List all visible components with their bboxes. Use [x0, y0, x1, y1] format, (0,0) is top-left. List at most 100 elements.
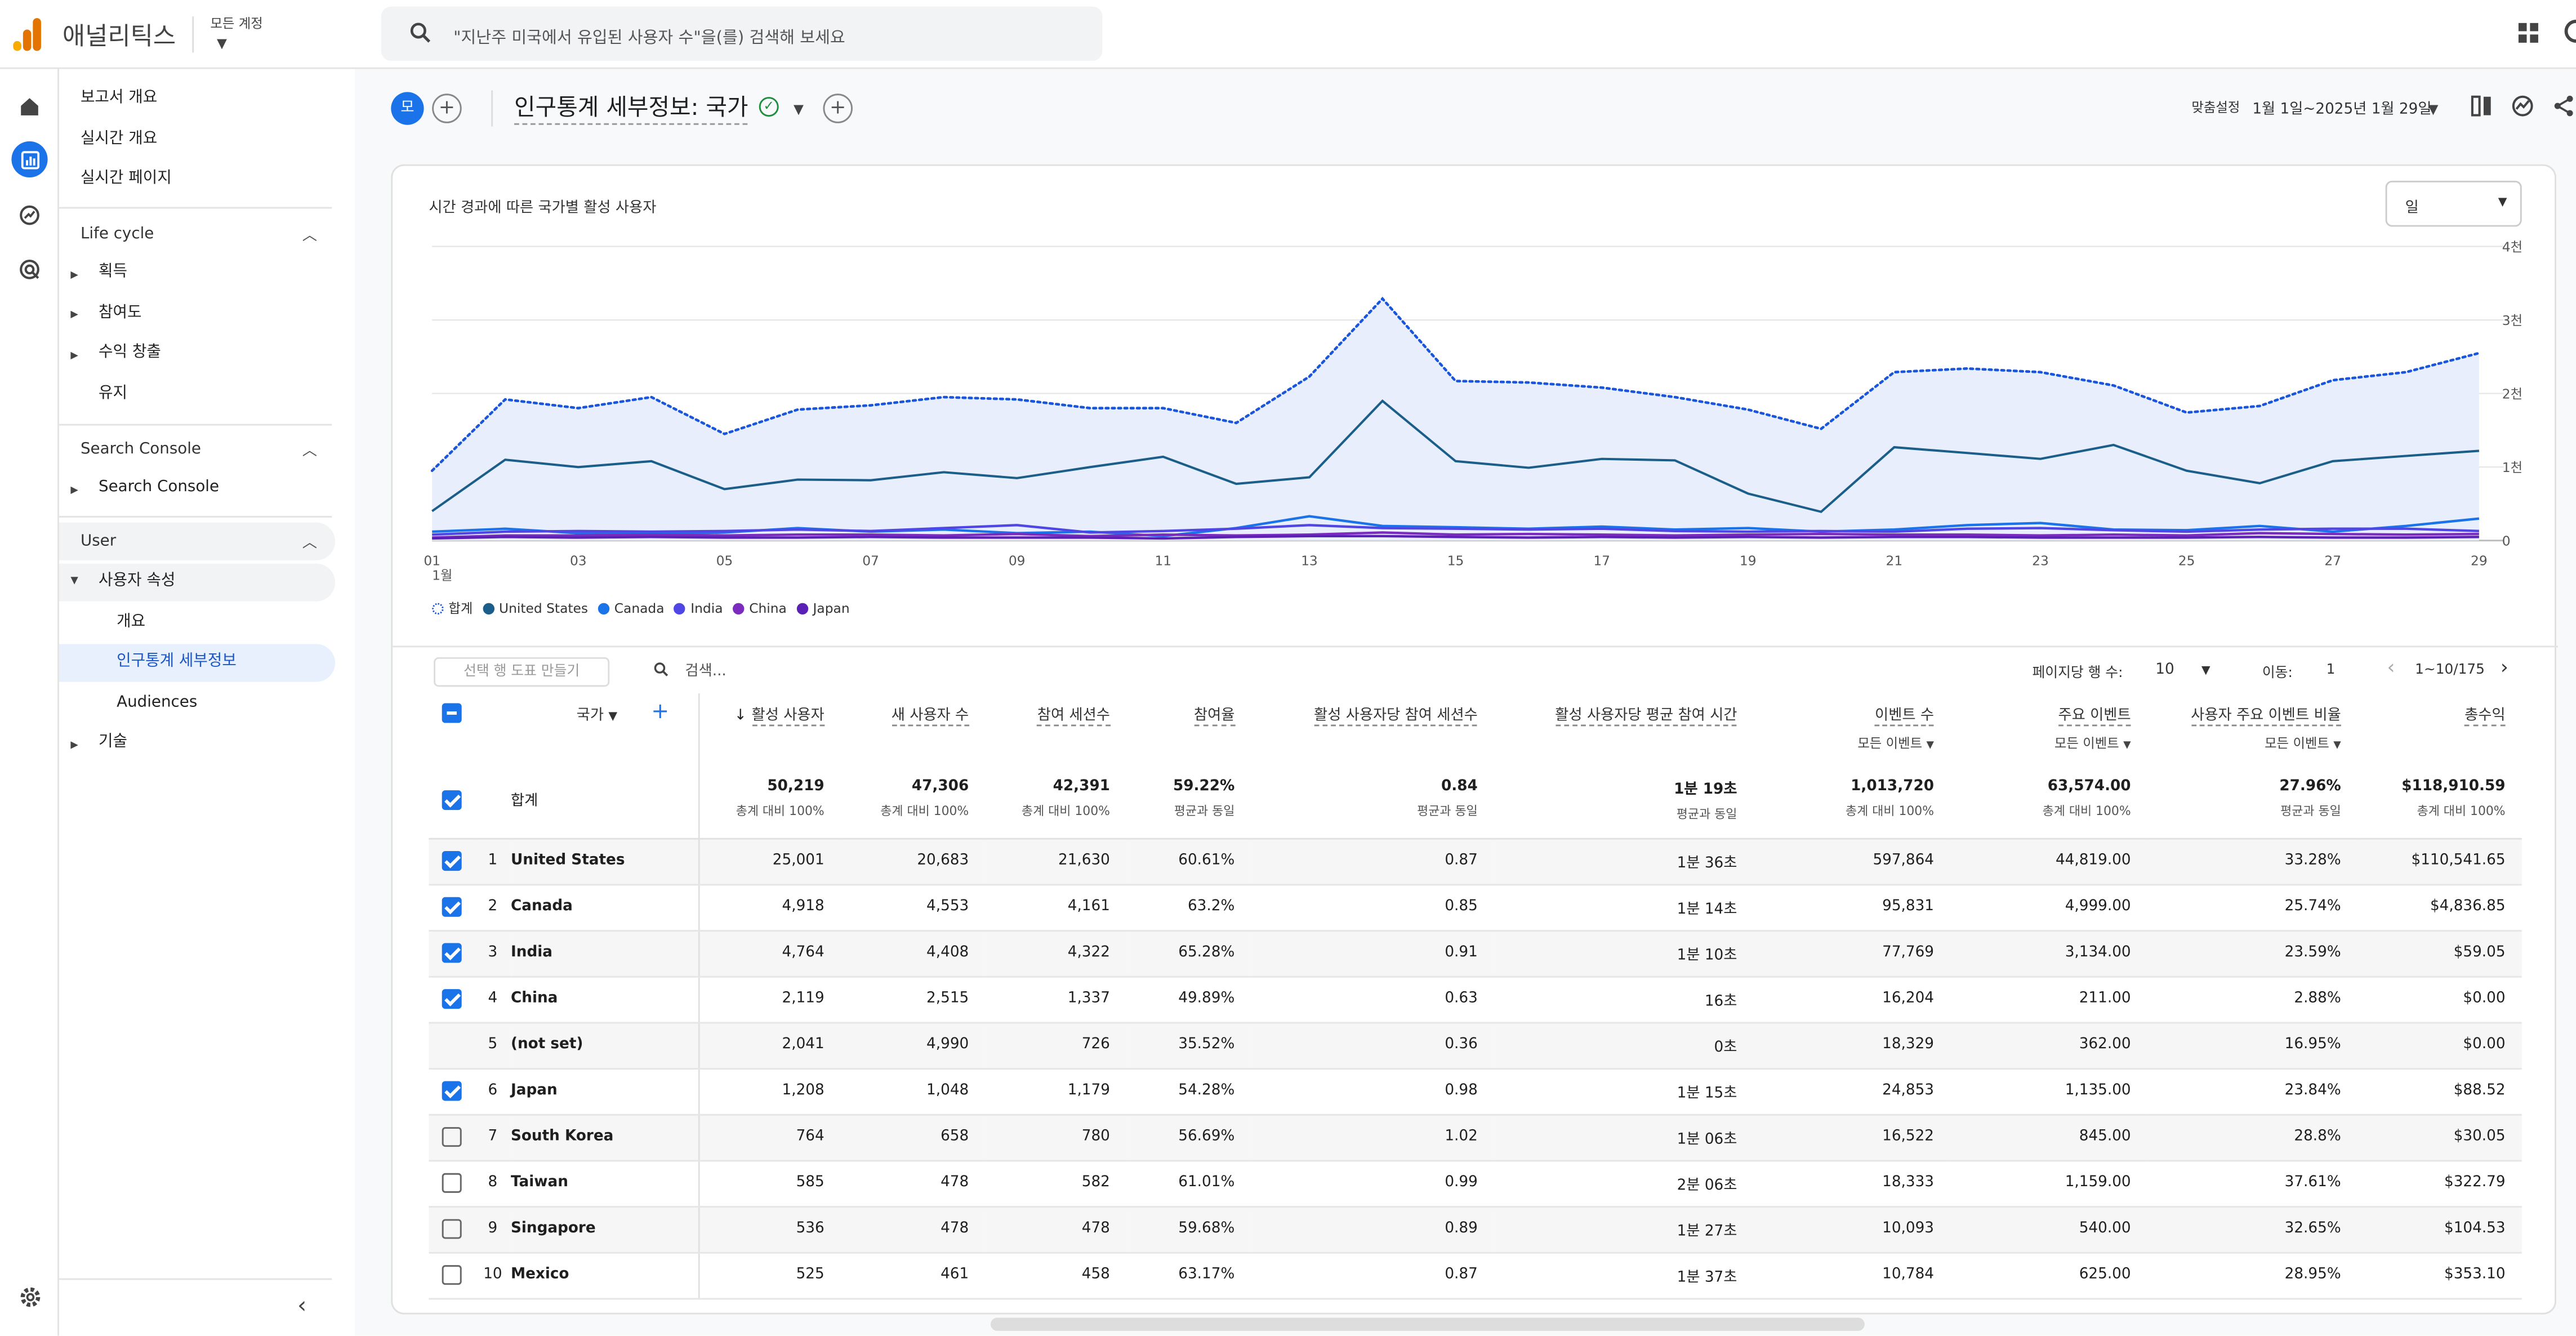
country-cell[interactable]: Mexico — [510, 1252, 701, 1299]
sidebar-item-retention[interactable]: 유지 — [99, 384, 128, 403]
column-header[interactable]: 총수익 — [2357, 693, 2522, 763]
column-header[interactable]: 활성 사용자당 참여 세션수 — [1251, 693, 1494, 763]
event-filter-dropdown[interactable]: 모든 이벤트 ▼ — [1754, 734, 1934, 752]
event-filter-dropdown[interactable]: 모든 이벤트 ▼ — [1950, 734, 2131, 752]
sidebar-item-engagement[interactable]: 참여도 — [99, 304, 142, 322]
home-icon[interactable] — [11, 89, 47, 125]
table-row[interactable]: 10 Mexico 525 461 458 63.17% 0.87 1분 37초 10,784 6… — [429, 1252, 2522, 1299]
table-search[interactable]: 검색... — [652, 659, 727, 680]
section-lifecycle[interactable]: Life cycle — [80, 225, 154, 243]
analytics-logo[interactable] — [13, 18, 43, 51]
avatar[interactable] — [2564, 20, 2576, 43]
column-header[interactable]: 이벤트 수 모든 이벤트 ▼ — [1754, 693, 1951, 763]
chevron-down-icon[interactable]: ▼ — [2201, 663, 2210, 677]
explore-icon[interactable] — [11, 197, 47, 233]
chevron-down-icon[interactable]: ▼ — [2428, 101, 2439, 117]
sidebar-item-audiences[interactable]: Audiences — [117, 693, 198, 712]
country-cell[interactable]: India — [510, 930, 701, 977]
row-checkbox[interactable] — [442, 989, 462, 1009]
country-cell[interactable]: China — [510, 976, 701, 1023]
legend-item[interactable]: India — [674, 602, 723, 616]
comparison-chip[interactable]: 모 — [391, 92, 424, 125]
row-checkbox[interactable] — [442, 851, 462, 871]
legend-item[interactable]: China — [733, 602, 787, 616]
advertising-icon[interactable] — [11, 251, 47, 287]
sidebar-item-demographic-details[interactable]: 인구통계 세부정보 — [117, 652, 237, 671]
sidebar-item-monetization[interactable]: 수익 창출 — [99, 343, 161, 362]
legend-item[interactable]: Canada — [598, 602, 665, 616]
country-cell[interactable]: Taiwan — [510, 1160, 701, 1207]
search-bar[interactable]: "지난주 미국에서 유입된 사용자 수"을(를) 검색해 보세요 — [381, 6, 1103, 61]
reports-icon[interactable] — [11, 141, 48, 178]
section-search-console[interactable]: Search Console — [80, 440, 201, 458]
column-header[interactable]: 참여율 — [1126, 693, 1251, 763]
legend-item[interactable]: United States — [482, 602, 588, 616]
add-dimension-button[interactable]: + — [651, 700, 670, 725]
chevron-down-icon[interactable]: ▼ — [793, 101, 804, 117]
collapse-sidebar-icon[interactable]: ‹ — [297, 1293, 307, 1320]
total-checkbox[interactable] — [442, 790, 462, 810]
next-page-icon[interactable]: › — [2500, 655, 2508, 679]
select-all-checkbox[interactable] — [442, 703, 462, 723]
sidebar-item-user-attributes[interactable]: 사용자 속성 — [99, 572, 176, 590]
add-comparison-button[interactable]: + — [432, 93, 462, 123]
table-row[interactable]: 9 Singapore 536 478 478 59.68% 0.89 1분 27초 10,09… — [429, 1206, 2522, 1253]
country-cell[interactable]: Canada — [510, 884, 701, 931]
granularity-dropdown[interactable]: 일 ▼ — [2385, 180, 2522, 227]
check-circle-icon[interactable]: ✓ — [759, 97, 779, 117]
settings-icon[interactable] — [11, 1279, 47, 1315]
row-checkbox[interactable] — [442, 1265, 462, 1285]
row-checkbox[interactable] — [442, 897, 462, 917]
chevron-up-icon[interactable]: ︿ — [302, 443, 318, 460]
chevron-up-icon[interactable]: ︿ — [302, 228, 318, 245]
date-range-selector[interactable]: 1월 1일~2025년 1월 29일 — [2252, 101, 2432, 119]
add-filter-button[interactable]: + — [823, 93, 853, 123]
table-row[interactable]: 1 United States 25,001 20,683 21,630 60.61% 0.… — [429, 838, 2522, 885]
column-header[interactable]: 주요 이벤트 모든 이벤트 ▼ — [1950, 693, 2147, 763]
row-checkbox[interactable] — [442, 1219, 462, 1239]
country-cell[interactable]: Japan — [510, 1068, 701, 1115]
column-header[interactable]: 참여 세션수 — [985, 693, 1126, 763]
sidebar-item-realtime-overview[interactable]: 실시간 개요 — [80, 130, 158, 148]
table-row[interactable]: 5 (not set) 2,041 4,990 726 35.52% 0.36 0초 18,32… — [429, 1022, 2522, 1069]
row-checkbox[interactable] — [442, 943, 462, 963]
section-user[interactable]: User — [80, 532, 117, 551]
row-checkbox[interactable] — [442, 1173, 462, 1193]
account-selector[interactable]: 모든 계정 ▼ — [210, 15, 262, 51]
prev-page-icon[interactable]: ‹ — [2387, 655, 2395, 679]
dimension-header[interactable]: 국가 ▼ + — [510, 693, 701, 763]
country-cell[interactable]: (not set) — [510, 1022, 701, 1069]
sidebar-item-acquisition[interactable]: 획득 — [99, 262, 128, 281]
legend-item[interactable]: Japan — [796, 602, 850, 616]
app-title[interactable]: 애널리틱스 — [62, 21, 176, 51]
row-checkbox[interactable] — [442, 1127, 462, 1147]
column-header[interactable]: 활성 사용자당 평균 참여 시간 — [1494, 693, 1754, 763]
sidebar-item-reports-overview[interactable]: 보고서 개요 — [80, 88, 158, 107]
table-row[interactable]: 6 Japan 1,208 1,048 1,179 54.28% 0.98 1분 15초 24,… — [429, 1068, 2522, 1115]
country-cell[interactable]: United States — [510, 838, 701, 885]
apps-grid-icon[interactable] — [2518, 23, 2540, 44]
compare-icon[interactable] — [2469, 93, 2494, 118]
column-header[interactable]: ↓ 활성 사용자 — [699, 693, 841, 763]
plot-rows-button[interactable]: 선택 행 도표 만들기 — [434, 657, 610, 687]
rows-per-page-select[interactable]: 10 — [2155, 662, 2174, 679]
column-header[interactable]: 사용자 주요 이벤트 비율 모든 이벤트 ▼ — [2147, 693, 2357, 763]
sidebar-item-search-console[interactable]: Search Console — [99, 478, 220, 496]
column-header[interactable]: 새 사용자 수 — [841, 693, 986, 763]
country-cell[interactable]: South Korea — [510, 1114, 701, 1161]
table-row[interactable]: 4 China 2,119 2,515 1,337 49.89% 0.63 16초 16,204… — [429, 976, 2522, 1023]
horizontal-scrollbar[interactable] — [991, 1317, 1865, 1331]
chevron-up-icon[interactable]: ︿ — [302, 535, 318, 553]
insights-icon[interactable] — [2510, 93, 2535, 118]
row-checkbox[interactable] — [442, 1081, 462, 1101]
legend-item[interactable]: 합계 — [432, 600, 473, 618]
sidebar-item-realtime-pages[interactable]: 실시간 페이지 — [80, 169, 172, 188]
share-icon[interactable] — [2551, 93, 2576, 118]
country-cell[interactable]: Singapore — [510, 1206, 701, 1253]
table-row[interactable]: 8 Taiwan 585 478 582 61.01% 0.99 2분 06초 18,333 1,… — [429, 1160, 2522, 1207]
table-row[interactable]: 2 Canada 4,918 4,553 4,161 63.2% 0.85 1분 14초 95,… — [429, 884, 2522, 931]
sidebar-item-tech[interactable]: 기술 — [99, 733, 128, 751]
goto-input[interactable]: 1 — [2326, 662, 2336, 679]
event-filter-dropdown[interactable]: 모든 이벤트 ▼ — [2147, 734, 2341, 752]
sidebar-item-overview[interactable]: 개요 — [117, 613, 146, 631]
